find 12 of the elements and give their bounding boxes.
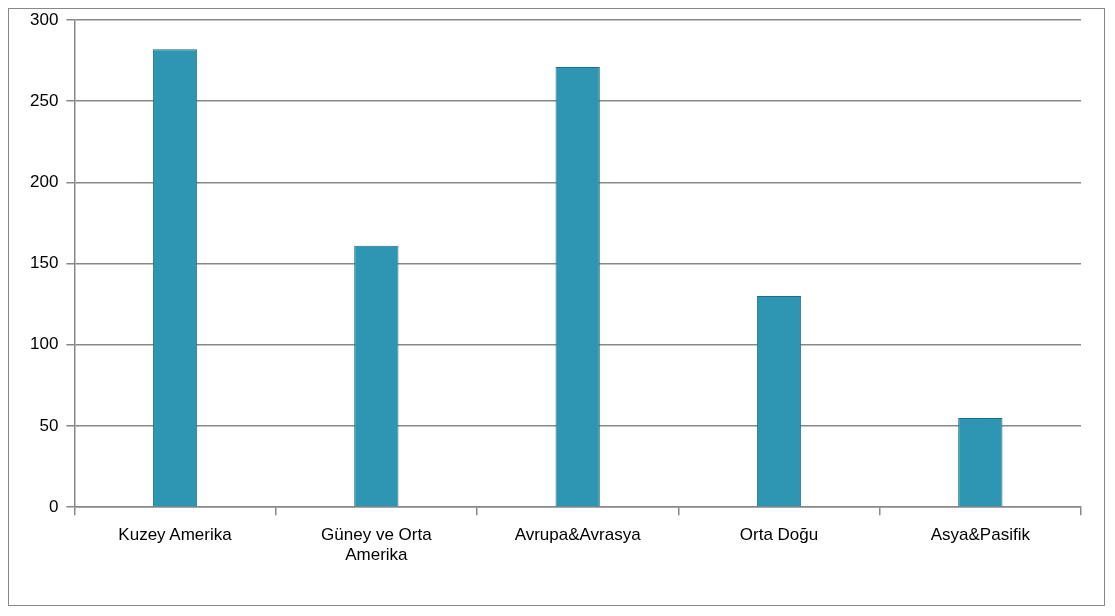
x-tick-label: Kuzey Amerika (118, 525, 233, 545)
y-tick-label: 250 (29, 90, 59, 110)
x-tick-label: Asya&Pasifik (930, 525, 1031, 545)
y-tick-label: 200 (29, 172, 59, 192)
y-tick-label: 100 (29, 334, 59, 354)
x-tick-label: Güney ve Orta Amerika (321, 525, 433, 565)
y-tick-label: 50 (39, 415, 59, 435)
x-tick-label: Orta Doğu (739, 525, 819, 545)
y-tick-label: 300 (29, 9, 59, 29)
x-tick-label: Avrupa&Avrasya (514, 525, 642, 545)
y-tick-label: 0 (48, 496, 59, 516)
y-tick-label: 150 (29, 253, 59, 273)
